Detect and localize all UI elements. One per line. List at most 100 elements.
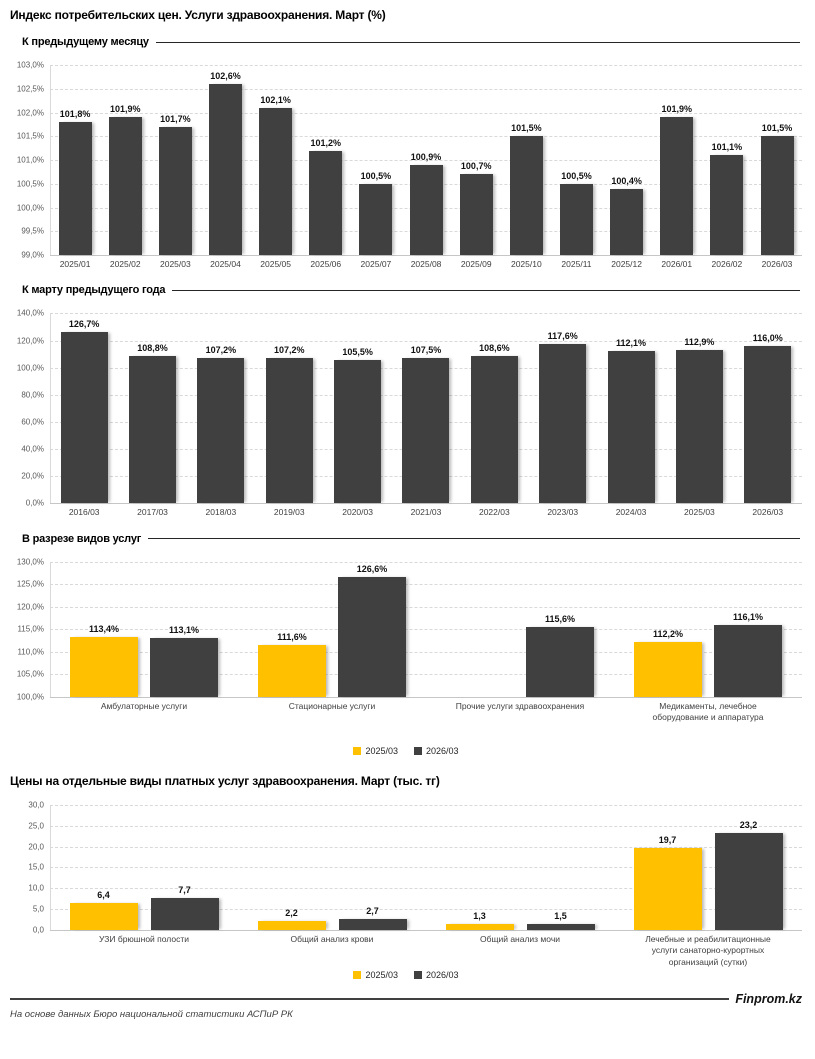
legend-item: 2025/03	[353, 970, 398, 980]
category-slot: 112,2% 116,1%	[614, 562, 802, 697]
bar	[338, 577, 406, 697]
x-axis-category: 2020/03	[323, 507, 391, 518]
source-note: На основе данных Бюро национальной стати…	[10, 1009, 293, 1021]
bar	[58, 122, 92, 255]
bar-value-label: 1,3	[473, 911, 486, 922]
bar	[259, 107, 293, 255]
legend-swatch	[414, 971, 422, 980]
bar	[660, 117, 694, 255]
category-slot: 100,9%	[401, 65, 451, 255]
section-title-monthly: К предыдущему месяцу	[22, 36, 149, 48]
bar-value-label: 107,5%	[410, 344, 442, 355]
bar-group: 2,2	[257, 908, 326, 930]
bar	[129, 355, 177, 504]
bar-group: 101,1%	[710, 142, 744, 255]
y-axis-tick-label: 99,5%	[21, 226, 44, 236]
bar-group: 101,9%	[660, 104, 694, 255]
bar-value-label: 101,7%	[160, 113, 191, 124]
y-axis-tick-label: 120,0%	[16, 336, 44, 346]
gridline	[50, 804, 802, 806]
x-axis-category: 2025/02	[100, 259, 150, 270]
section-header-yearly: К марту предыдущего года	[10, 284, 802, 296]
x-axis-category: Лечебные и реабилитационные услуги санат…	[614, 934, 802, 968]
y-axis-tick-label: 0,0	[32, 925, 44, 935]
bar	[526, 923, 595, 930]
y-axis-tick-label: 100,0%	[16, 363, 44, 373]
x-axis-category: 2025/11	[551, 259, 601, 270]
legend-item: 2025/03	[353, 746, 398, 756]
gridline	[50, 584, 802, 586]
bar-group: 101,9%	[108, 104, 142, 255]
bar	[402, 357, 450, 504]
y-axis-tick-label: 101,0%	[16, 155, 44, 165]
bar-value-label: 113,4%	[88, 623, 120, 634]
gridline	[50, 909, 802, 911]
bar-value-label: 107,2%	[273, 344, 305, 355]
bar-group: 100,9%	[409, 152, 443, 255]
bar	[69, 903, 138, 930]
legend-label: 2025/03	[365, 970, 398, 981]
bar-value-label: 126,7%	[68, 318, 100, 329]
chart-service-prices: 30,0 25,0 20,0 15,0 10,0 5,0 0,0 6,4 7,7 2,2 2,7 1,…	[10, 800, 802, 980]
chart-cpi-yearly: 140,0% 120,0% 100,0% 80,0% 60,0% 40,0% 20,0% 0,…	[10, 309, 802, 518]
bar-group: 23,2	[714, 820, 783, 930]
y-axis-tick-label: 101,5%	[16, 131, 44, 141]
plot-area: 130,0% 125,0% 120,0% 115,0% 110,0% 105,0% 100,…	[17, 557, 802, 701]
bar	[108, 117, 142, 255]
gridline	[50, 313, 802, 315]
y-axis-tick-label: 100,0%	[16, 203, 44, 212]
bar-value-label: 100,7%	[460, 161, 492, 172]
bar	[70, 636, 138, 697]
bar	[150, 897, 219, 930]
y-axis-tick-label: 25,0	[28, 821, 44, 831]
y-axis-tick-label: 99,0%	[21, 250, 44, 260]
bar-value-label: 115,6%	[544, 613, 576, 624]
bar-value-label: 102,1%	[260, 94, 291, 105]
x-axis-category: 2024/03	[597, 507, 665, 518]
bar-group: 101,7%	[158, 113, 192, 255]
bar-value-label: 2,7	[366, 905, 379, 916]
x-axis-category-label: 2025/09	[460, 259, 492, 269]
gridline	[50, 606, 802, 608]
bar-value-label: 101,1%	[711, 142, 743, 153]
category-slot: 116,0%	[734, 313, 802, 504]
section-title-services: В разрезе видов услуг	[22, 532, 142, 545]
y-axis-tick-label: 20,0	[28, 842, 44, 852]
x-axis-category-label: Амбулаторные услуги	[100, 700, 188, 711]
bar-value-label: 19,7	[658, 834, 677, 845]
category-slot: 100,7%	[451, 65, 501, 255]
bar-group: 108,6%	[470, 343, 518, 504]
y-axis-tick-label: 15,0	[28, 862, 44, 872]
bar	[158, 126, 192, 255]
bar	[607, 351, 655, 504]
x-axis-category-label: 2025/08	[410, 259, 442, 269]
x-axis-category-label: 2025/11	[561, 259, 592, 269]
x-axis-category-label: 2025/05	[260, 259, 291, 269]
plot-slots: 6,4 7,7 2,2 2,7 1,3 1,5 19,7 23,2	[50, 805, 802, 930]
x-axis-category-label: 2017/03	[137, 507, 168, 518]
x-axis-category: 2026/03	[752, 259, 802, 270]
category-slot: 112,9%	[665, 313, 733, 504]
bar-group: 108,8%	[129, 342, 177, 504]
x-axis-labels: 2025/01 2025/02 2025/03 2025/04 2025/05 2025/…	[50, 259, 802, 270]
bar-group: 100,5%	[359, 171, 393, 255]
y-axis-tick-label: 60,0%	[21, 417, 44, 427]
bar	[633, 847, 702, 930]
bar-group: 100,5%	[559, 171, 593, 255]
x-axis-category-label: 2016/03	[68, 507, 100, 518]
bar	[559, 183, 593, 255]
bar-value-label: 6,4	[97, 890, 110, 901]
plot-slots: 101,8% 101,9% 101,7% 102,6% 102,1% 101,2% 100,…	[50, 65, 802, 255]
footer-divider	[10, 998, 730, 1001]
category-slot: 107,2%	[187, 313, 255, 504]
x-axis-category: Общий анализ мочи	[426, 934, 614, 968]
category-slot: 100,5%	[551, 65, 601, 255]
x-axis-category-label: Общий анализ крови	[290, 933, 374, 944]
gridline	[50, 696, 802, 698]
bar	[265, 357, 313, 504]
x-axis-category-label: 2021/03	[410, 507, 442, 518]
bar-value-label: 108,8%	[137, 342, 168, 353]
gridline	[50, 112, 802, 114]
bar	[309, 150, 343, 255]
